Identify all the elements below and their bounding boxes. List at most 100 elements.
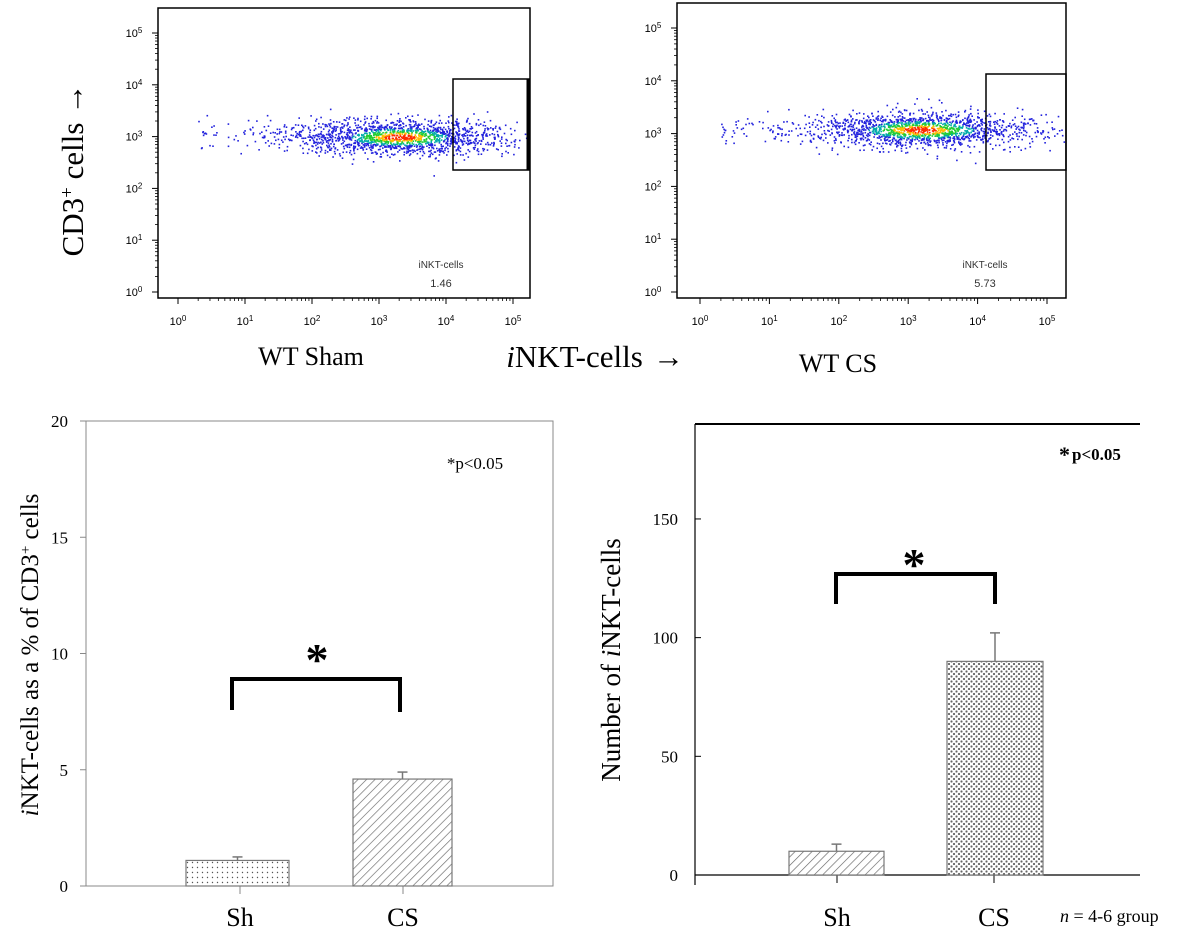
flow-event <box>891 129 893 132</box>
flow-event <box>354 139 357 142</box>
flow-event <box>914 120 917 123</box>
flow-event <box>353 145 355 147</box>
flow-event <box>462 128 464 130</box>
flow-event <box>431 143 433 145</box>
flow-event <box>910 126 913 129</box>
flow-event <box>952 120 954 122</box>
flow-event <box>965 132 968 135</box>
flow-event <box>437 128 439 131</box>
flow-event <box>883 135 886 138</box>
flow-event <box>312 145 314 148</box>
flow-event <box>970 135 973 137</box>
flow-event <box>393 129 396 131</box>
flow-event <box>354 145 357 148</box>
flow-event <box>421 131 424 133</box>
flow-event <box>972 129 975 131</box>
flow-event <box>857 133 859 136</box>
flow-event <box>900 130 903 132</box>
flow-event <box>307 127 310 130</box>
flow-event <box>513 153 515 156</box>
flow-event <box>400 143 402 146</box>
flow-event <box>435 131 438 134</box>
flow-event <box>346 135 349 138</box>
flow-event <box>899 115 901 117</box>
flow-event <box>429 154 432 156</box>
flow-event <box>359 126 362 128</box>
flow-event <box>877 115 880 117</box>
flow-event <box>969 140 972 142</box>
flow-event <box>399 133 401 136</box>
flow-event <box>392 139 395 142</box>
flow-event <box>298 117 300 119</box>
flow-event <box>493 133 496 136</box>
flow-event <box>435 130 437 133</box>
flow-event <box>818 153 821 155</box>
flow-event <box>964 133 966 135</box>
flow-event <box>314 141 316 144</box>
flow-event <box>297 124 300 126</box>
flow-event <box>390 148 392 150</box>
flow-event <box>462 135 464 138</box>
x-tick-label: 103 <box>900 314 917 329</box>
flow-event <box>292 134 294 137</box>
flow-event <box>432 132 434 135</box>
y-tick-label: 0 <box>670 866 679 885</box>
flow-event <box>306 152 309 155</box>
flow-event <box>425 134 428 137</box>
flow-event <box>358 134 360 136</box>
flow-event <box>1043 138 1045 140</box>
flow-event <box>216 132 218 134</box>
flow-event <box>417 114 419 116</box>
flow-event <box>346 124 348 127</box>
flow-event <box>449 129 451 132</box>
flow-event <box>406 142 409 144</box>
flow-event <box>432 129 434 132</box>
flow-event <box>915 137 917 139</box>
flow-event <box>441 136 443 138</box>
flow-event <box>367 134 369 137</box>
flow-event <box>928 133 930 136</box>
flow-event <box>430 121 432 124</box>
flow-event <box>412 143 415 146</box>
flow-event <box>989 125 992 127</box>
flow-event <box>980 139 982 141</box>
flow-event <box>901 136 903 138</box>
flow-event <box>1051 127 1054 129</box>
flow-event <box>363 124 365 126</box>
flow-event <box>811 124 814 126</box>
flow-event <box>938 138 940 140</box>
flow-event <box>406 150 408 153</box>
flow-event <box>885 133 887 135</box>
flow-event <box>388 133 391 136</box>
flow-event <box>923 130 926 132</box>
flow-event <box>906 131 909 134</box>
flow-event <box>944 129 946 132</box>
flow-event <box>953 137 955 140</box>
flow-event <box>363 146 366 148</box>
flow-event <box>968 125 971 128</box>
flow-event <box>881 115 883 118</box>
flow-event <box>928 129 931 131</box>
flow-event <box>494 127 497 129</box>
flow-event <box>427 120 430 122</box>
flow-event <box>438 134 440 137</box>
flow-event <box>417 143 420 146</box>
flow-event <box>914 136 917 138</box>
flow-event <box>837 132 839 135</box>
flow-event <box>969 108 972 110</box>
flow-event <box>308 148 310 151</box>
flow-event <box>888 129 890 132</box>
flow-event <box>290 128 293 131</box>
flow-event <box>785 133 787 136</box>
flow-event <box>995 121 998 124</box>
flow-event <box>923 128 925 131</box>
flow-event <box>1002 149 1005 151</box>
flow-event <box>923 136 926 139</box>
flow-event <box>916 122 918 125</box>
flow-event <box>970 120 973 123</box>
flow-event <box>940 116 942 119</box>
flow-event <box>1028 118 1031 121</box>
flow-event <box>375 128 378 131</box>
flow-event <box>1023 129 1025 132</box>
x-category-label: Sh <box>226 903 253 931</box>
